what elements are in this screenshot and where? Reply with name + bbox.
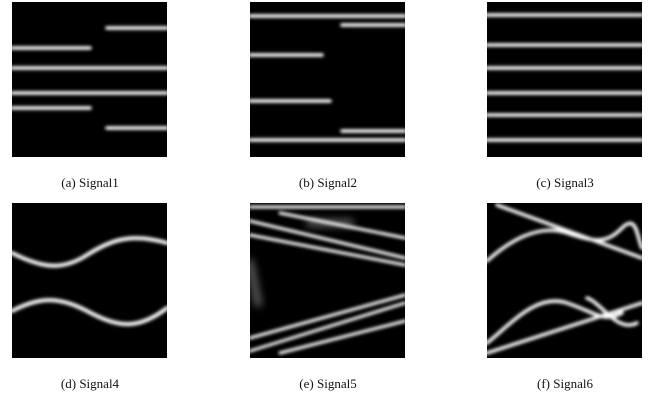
caption: (f) Signal6 [465,376,660,392]
panel-e-image [250,203,405,358]
figure: (a) Signal1 (b) Signal2 (c) Signal3 (d) … [0,0,660,401]
panel-f-image [487,203,642,358]
panel-d-image [12,203,167,358]
caption: (c) Signal3 [465,175,660,191]
caption: (d) Signal4 [0,376,190,392]
caption: (a) Signal1 [0,175,190,191]
caption: (b) Signal2 [228,175,428,191]
caption: (e) Signal5 [228,376,428,392]
panel-c-image [487,2,642,157]
panel-a-image [12,2,167,157]
panel-b-image [250,2,405,157]
